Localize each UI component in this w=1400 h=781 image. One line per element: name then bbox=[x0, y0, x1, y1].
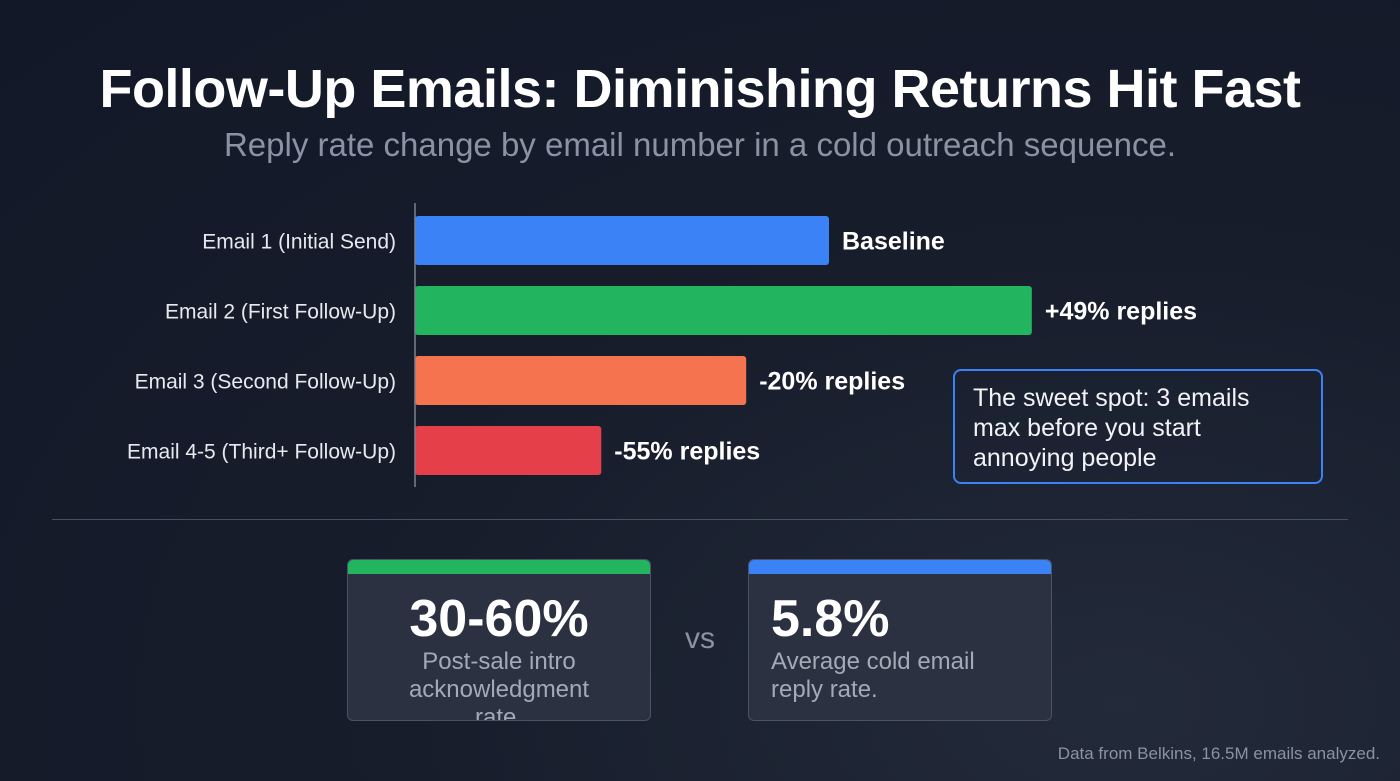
sweet-spot-callout: The sweet spot: 3 emails max before you … bbox=[953, 369, 1323, 484]
stat-value: 30-60% bbox=[409, 590, 589, 648]
data-label: -55% replies bbox=[614, 438, 760, 466]
category-label: Email 2 (First Follow-Up) bbox=[165, 301, 396, 324]
chart-subtitle: Reply rate change by email number in a c… bbox=[223, 126, 1177, 163]
stat-card-reply-rate: 5.8% Average cold email reply rate. bbox=[748, 559, 1052, 721]
category-label: Email 4-5 (Third+ Follow-Up) bbox=[127, 441, 396, 464]
bar-chart: Email 1 (Initial Send) Baseline Email 2 (F… bbox=[127, 203, 1197, 487]
source-note: Data from Belkins, 16.5M emails analyzed… bbox=[1057, 744, 1380, 763]
chart-title: Follow-Up Emails: Diminishing Returns Hi… bbox=[99, 59, 1301, 119]
bar bbox=[415, 286, 1032, 335]
bar bbox=[415, 426, 602, 475]
stat-accent-bar bbox=[348, 560, 650, 574]
stat-label: Average cold email reply rate. bbox=[771, 648, 975, 703]
data-label: +49% replies bbox=[1045, 298, 1197, 326]
bar bbox=[415, 216, 829, 265]
data-label: Baseline bbox=[842, 228, 945, 256]
category-label: Email 1 (Initial Send) bbox=[202, 231, 396, 254]
stat-accent-bar bbox=[749, 560, 1051, 574]
divider bbox=[52, 519, 1348, 520]
stat-value: 5.8% bbox=[771, 590, 890, 648]
stat-card-intro-rate: 30-60% Post-sale intro acknowledgment ra… bbox=[347, 559, 651, 721]
data-label: -20% replies bbox=[759, 368, 905, 396]
bar bbox=[415, 356, 747, 405]
category-label: Email 3 (Second Follow-Up) bbox=[135, 371, 396, 394]
stat-label: Post-sale intro acknowledgment rate. bbox=[408, 648, 590, 721]
vs-label: vs bbox=[685, 622, 715, 655]
